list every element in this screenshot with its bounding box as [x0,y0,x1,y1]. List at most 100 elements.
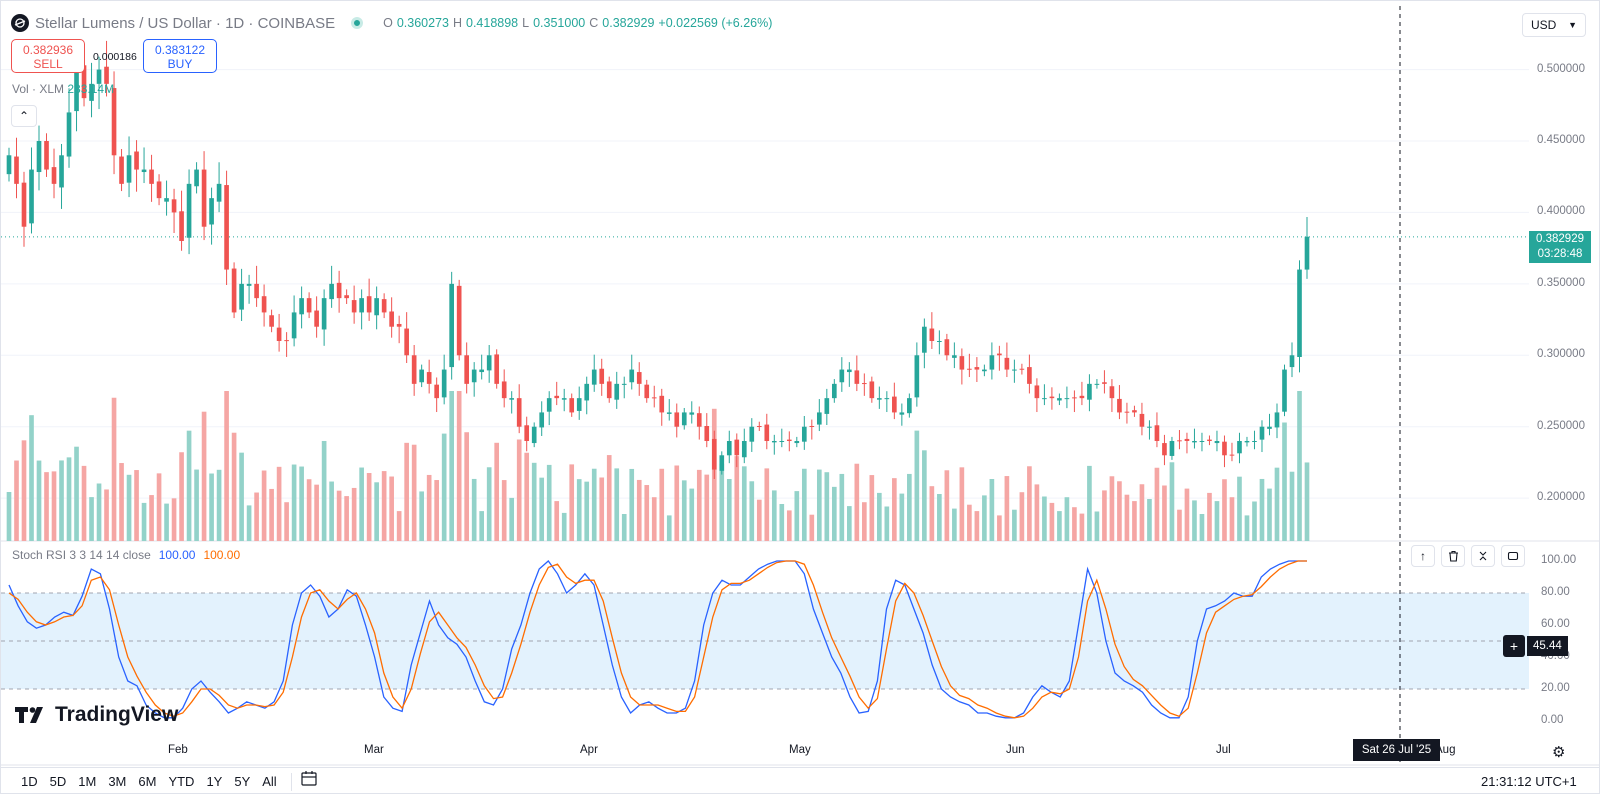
candle-body[interactable] [1154,425,1160,441]
candle-body[interactable] [1102,382,1107,384]
candle-body[interactable] [591,369,597,385]
candle-body[interactable] [1034,385,1040,399]
candle-body[interactable] [651,397,657,399]
candle-body[interactable] [81,65,87,99]
candle-body[interactable] [1087,383,1092,400]
candle-body[interactable] [531,426,537,444]
candle-body[interactable] [194,169,199,187]
candle-body[interactable] [982,369,987,372]
candle-body[interactable] [546,398,552,412]
candle-body[interactable] [816,412,822,425]
candle-body[interactable] [1057,398,1062,401]
range-1y[interactable]: 1Y [206,773,223,789]
candle-body[interactable] [561,398,567,400]
candle-body[interactable] [134,151,139,170]
candle-body[interactable] [434,384,439,399]
candle-body[interactable] [1117,398,1122,413]
candle-body[interactable] [224,185,229,270]
candle-body[interactable] [96,69,102,84]
candle-body[interactable] [209,198,214,225]
candle-body[interactable] [479,369,485,373]
candle-body[interactable] [1147,426,1152,428]
candle-body[interactable] [1192,441,1197,443]
range-ytd[interactable]: YTD [168,773,195,789]
candle-body[interactable] [539,412,545,428]
candle-body[interactable] [1304,236,1310,270]
candle-body[interactable] [1199,441,1205,442]
candle-body[interactable] [734,439,740,456]
candle-body[interactable] [36,141,42,173]
candle-body[interactable] [967,368,972,370]
candle-body[interactable] [254,283,259,299]
candle-body[interactable] [1237,441,1242,454]
candle-body[interactable] [51,167,57,184]
candle-body[interactable] [276,327,282,341]
candle-body[interactable] [929,328,935,341]
candle-body[interactable] [344,295,349,299]
candle-body[interactable] [419,369,424,383]
range-all[interactable]: All [262,773,277,789]
candle-body[interactable] [1229,454,1235,456]
candle-body[interactable] [907,398,912,414]
candle-body[interactable] [411,355,417,384]
candle-body[interactable] [21,182,27,227]
candle-body[interactable] [486,355,492,371]
collapse-pane-button[interactable] [1471,545,1495,567]
candle-body[interactable] [216,183,222,202]
candle-body[interactable] [231,268,237,313]
candle-body[interactable] [681,412,687,426]
candle-body[interactable] [997,353,1002,356]
candle-body[interactable] [621,383,627,385]
move-pane-up-button[interactable]: ↑ [1411,545,1435,567]
candle-body[interactable] [922,326,927,353]
currency-select[interactable]: USD ▼ [1522,13,1586,37]
candle-body[interactable] [389,311,394,327]
candle-body[interactable] [741,441,747,458]
symbol-title[interactable]: Stellar Lumens / US Dollar · 1D · COINBA… [35,14,336,32]
candle-body[interactable] [1064,398,1070,400]
candle-body[interactable] [6,155,12,175]
candle-body[interactable] [944,339,950,356]
candle-body[interactable] [599,368,605,384]
candle-body[interactable] [14,156,19,184]
candle-body[interactable] [291,312,297,339]
candle-body[interactable] [141,169,147,173]
candle-body[interactable] [449,283,454,368]
candle-body[interactable] [464,355,470,384]
candle-body[interactable] [471,369,477,383]
candle-body[interactable] [569,398,575,413]
candle-body[interactable] [606,381,612,399]
candle-body[interactable] [1072,397,1077,399]
plus-icon[interactable]: + [1503,635,1525,657]
candle-body[interactable] [839,369,845,383]
candle-body[interactable] [1004,357,1010,370]
candle-body[interactable] [779,441,785,442]
candle-body[interactable] [426,372,432,384]
candle-body[interactable] [66,112,72,157]
candle-body[interactable] [1222,441,1227,456]
candle-body[interactable] [239,283,244,310]
candle-body[interactable] [869,381,875,399]
candle-body[interactable] [1244,441,1250,443]
candle-body[interactable] [441,369,447,398]
candle-body[interactable] [989,355,995,370]
buy-button[interactable]: 0.383122 BUY [143,39,217,73]
candle-body[interactable] [179,211,184,241]
candle-body[interactable] [809,426,815,427]
candle-body[interactable] [1012,369,1017,371]
candle-body[interactable] [636,372,642,384]
candle-body[interactable] [824,398,830,414]
candle-body[interactable] [576,398,582,411]
candle-body[interactable] [29,169,34,224]
candle-body[interactable] [877,398,882,400]
range-1d[interactable]: 1D [21,773,38,789]
candle-body[interactable] [1274,412,1280,428]
candle-body[interactable] [952,355,957,358]
candle-body[interactable] [321,298,327,330]
candle-body[interactable] [666,412,672,414]
candle-body[interactable] [1049,396,1055,399]
candle-body[interactable] [314,310,319,327]
candle-body[interactable] [644,384,650,399]
candle-body[interactable] [59,155,64,188]
candle-body[interactable] [1042,398,1047,400]
